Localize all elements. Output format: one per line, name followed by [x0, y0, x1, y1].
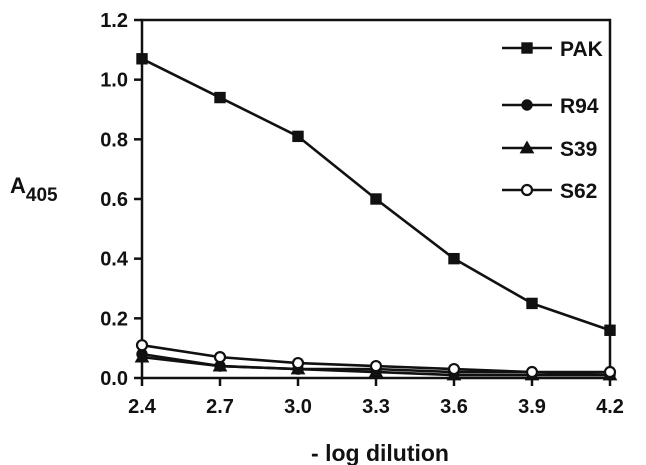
x-tick-label: 3.3: [362, 396, 390, 418]
legend-item-r94: R94: [502, 95, 599, 118]
x-tick-label: 4.2: [596, 396, 624, 418]
data-point-s62: [525, 365, 539, 379]
legend-item-s62: S62: [502, 180, 597, 203]
series-layer: [134, 53, 618, 381]
data-point-s62: [291, 356, 305, 370]
data-point-pak: [214, 91, 226, 104]
x-tick-label: 2.4: [128, 396, 157, 418]
x-tick-label: 3.0: [284, 396, 312, 418]
data-point-pak: [448, 252, 460, 265]
data-point-pak: [292, 130, 304, 143]
y-tick-label: 0.8: [100, 129, 128, 151]
data-point-s62: [213, 351, 227, 364]
legend: PAK R94 S39 S62: [502, 38, 603, 203]
x-tick-label: 2.7: [206, 396, 234, 418]
x-axis: 2.4 2.7 3.0 3.3 3.6 3.9 4.2: [128, 378, 624, 418]
data-point-s62: [603, 365, 617, 379]
x-axis-title: - log dilution: [311, 440, 449, 465]
data-point-s39: [212, 358, 228, 372]
legend-label-s62: S62: [560, 180, 597, 203]
data-point-pak: [604, 324, 616, 336]
legend-item-pak: PAK: [502, 38, 603, 61]
y-tick-label: 0.0: [100, 368, 128, 390]
data-point-pak: [370, 193, 382, 205]
x-tick-label: 3.6: [440, 396, 468, 418]
data-point-s62: [135, 339, 149, 352]
y-axis-title: A405: [10, 173, 58, 206]
legend-label-s39: S39: [560, 138, 597, 161]
data-point-pak: [136, 53, 148, 65]
data-point-pak: [526, 297, 538, 310]
legend-marker-pak: [521, 42, 533, 54]
legend-marker-r94: [521, 99, 533, 111]
legend-marker-s39: [519, 140, 535, 154]
y-axis: 0.0 0.2 0.4 0.6 0.8 1.0 1.2: [100, 10, 142, 390]
data-point-s62: [447, 362, 461, 376]
y-tick-label: 1.0: [100, 70, 128, 92]
series-pak: [136, 53, 616, 336]
x-tick-label: 3.9: [518, 396, 546, 418]
y-tick-label: 0.2: [100, 308, 128, 330]
y-axis-title-main: A: [10, 173, 26, 198]
legend-label-r94: R94: [560, 95, 599, 118]
legend-label-pak: PAK: [560, 38, 603, 61]
legend-marker-s62: [520, 183, 534, 197]
y-tick-label: 1.2: [100, 10, 128, 32]
y-axis-title-sub: 405: [26, 185, 58, 206]
legend-item-s39: S39: [502, 138, 597, 161]
y-tick-label: 0.4: [100, 249, 129, 271]
y-tick-label: 0.6: [100, 189, 128, 211]
data-point-s39: [134, 349, 150, 363]
series-s62: [135, 339, 617, 379]
data-point-s62: [369, 359, 383, 373]
